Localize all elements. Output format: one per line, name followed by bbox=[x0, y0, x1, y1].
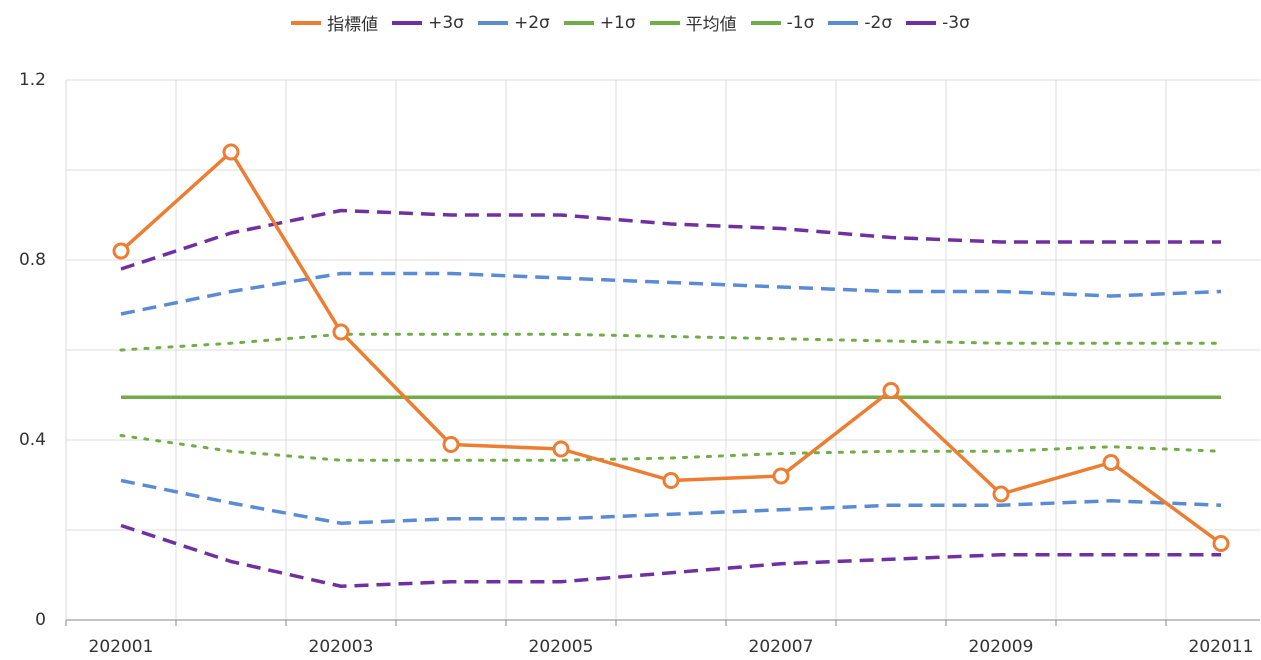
point bbox=[992, 485, 1010, 503]
legend-swatch bbox=[906, 20, 937, 25]
x-tick-label: 202005 bbox=[529, 637, 594, 657]
legend-swatch bbox=[392, 20, 423, 25]
legend-swatch bbox=[291, 20, 322, 25]
legend-label: +1σ bbox=[599, 12, 636, 33]
legend-item: +1σ bbox=[563, 10, 636, 35]
legend-item: 平均値 bbox=[649, 10, 737, 35]
point bbox=[222, 143, 240, 161]
series-line bbox=[120, 523, 1221, 588]
legend: 指標値 +3σ +2σ +1σ 平均値 -1σ -2σ -3σ bbox=[0, 10, 1261, 35]
legend-label: -1σ bbox=[786, 12, 815, 33]
y-tick-label: 1.2 bbox=[19, 70, 46, 90]
legend-item: 指標値 bbox=[291, 10, 378, 35]
legend-item: -3σ bbox=[906, 10, 970, 35]
legend-swatch bbox=[477, 20, 508, 25]
legend-item: -2σ bbox=[828, 10, 892, 35]
point bbox=[442, 436, 460, 453]
legend-swatch bbox=[750, 20, 781, 25]
point bbox=[332, 323, 350, 341]
legend-swatch bbox=[649, 20, 680, 25]
point bbox=[1102, 454, 1120, 471]
x-tick-label: 202001 bbox=[89, 637, 154, 657]
point bbox=[772, 467, 790, 485]
point bbox=[882, 382, 900, 399]
y-tick-label: 0 bbox=[35, 610, 46, 630]
x-tick-label: 202003 bbox=[309, 637, 374, 657]
point bbox=[112, 242, 130, 260]
x-tick-label: 202009 bbox=[969, 637, 1034, 657]
point bbox=[1212, 535, 1230, 552]
legend-label: -2σ bbox=[864, 12, 893, 33]
series-line bbox=[119, 332, 1223, 352]
legend-item: +3σ bbox=[392, 10, 464, 35]
series-line bbox=[119, 434, 1223, 462]
point bbox=[662, 472, 680, 489]
x-tick-label: 202011 bbox=[1189, 637, 1254, 657]
legend-swatch bbox=[563, 20, 594, 25]
legend-swatch bbox=[828, 20, 859, 25]
legend-label: +3σ bbox=[428, 12, 464, 33]
legend-label: 平均値 bbox=[685, 15, 737, 35]
legend-label: -3σ bbox=[942, 12, 970, 33]
legend-label: 指標値 bbox=[327, 15, 379, 35]
point bbox=[552, 440, 570, 458]
series-line bbox=[120, 478, 1222, 525]
x-tick-label: 202007 bbox=[749, 637, 814, 657]
y-tick-label: 0.4 bbox=[19, 430, 46, 450]
legend-item: -1σ bbox=[750, 10, 815, 35]
series-line bbox=[120, 271, 1222, 316]
legend-item: +2σ bbox=[477, 10, 550, 35]
legend-label: +2σ bbox=[513, 12, 550, 33]
y-tick-label: 0.8 bbox=[19, 250, 46, 270]
series-line bbox=[120, 208, 1221, 271]
